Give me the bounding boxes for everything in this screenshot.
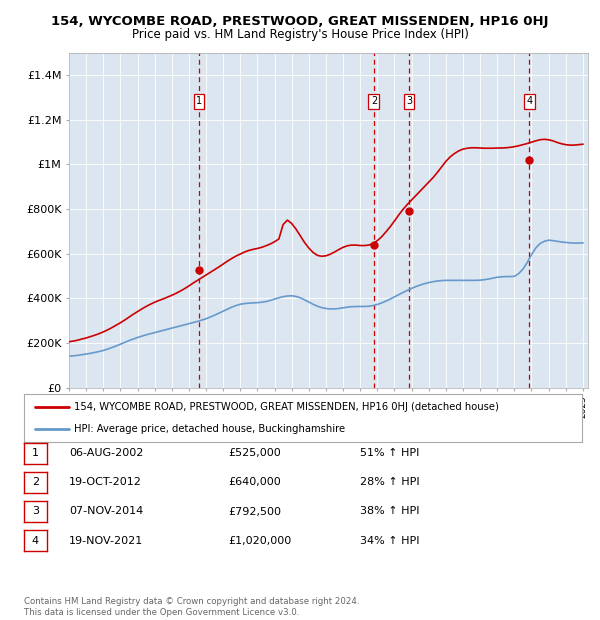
Text: 34% ↑ HPI: 34% ↑ HPI	[360, 536, 419, 546]
Text: 154, WYCOMBE ROAD, PRESTWOOD, GREAT MISSENDEN, HP16 0HJ (detached house): 154, WYCOMBE ROAD, PRESTWOOD, GREAT MISS…	[74, 402, 499, 412]
Point	[404, 206, 414, 216]
Text: HPI: Average price, detached house, Buckinghamshire: HPI: Average price, detached house, Buck…	[74, 424, 346, 434]
Text: 28% ↑ HPI: 28% ↑ HPI	[360, 477, 419, 487]
Text: 1: 1	[32, 448, 39, 458]
Text: 154, WYCOMBE ROAD, PRESTWOOD, GREAT MISSENDEN, HP16 0HJ: 154, WYCOMBE ROAD, PRESTWOOD, GREAT MISS…	[51, 16, 549, 29]
Text: 4: 4	[526, 96, 532, 106]
Text: 38% ↑ HPI: 38% ↑ HPI	[360, 507, 419, 516]
Text: £640,000: £640,000	[228, 477, 281, 487]
Text: £525,000: £525,000	[228, 448, 281, 458]
Text: 07-NOV-2014: 07-NOV-2014	[69, 507, 143, 516]
Text: 3: 3	[32, 507, 39, 516]
Point	[524, 155, 534, 165]
Point	[194, 265, 204, 275]
Text: 1: 1	[196, 96, 202, 106]
Text: 2: 2	[32, 477, 39, 487]
Text: 19-NOV-2021: 19-NOV-2021	[69, 536, 143, 546]
Text: 3: 3	[406, 96, 412, 106]
Text: 06-AUG-2002: 06-AUG-2002	[69, 448, 143, 458]
Text: Contains HM Land Registry data © Crown copyright and database right 2024.
This d: Contains HM Land Registry data © Crown c…	[24, 598, 359, 617]
Text: 2: 2	[371, 96, 377, 106]
Text: 51% ↑ HPI: 51% ↑ HPI	[360, 448, 419, 458]
Text: Price paid vs. HM Land Registry's House Price Index (HPI): Price paid vs. HM Land Registry's House …	[131, 28, 469, 41]
Text: 4: 4	[32, 536, 39, 546]
Text: £1,020,000: £1,020,000	[228, 536, 291, 546]
Text: £792,500: £792,500	[228, 507, 281, 516]
Text: 19-OCT-2012: 19-OCT-2012	[69, 477, 142, 487]
Point	[369, 240, 379, 250]
